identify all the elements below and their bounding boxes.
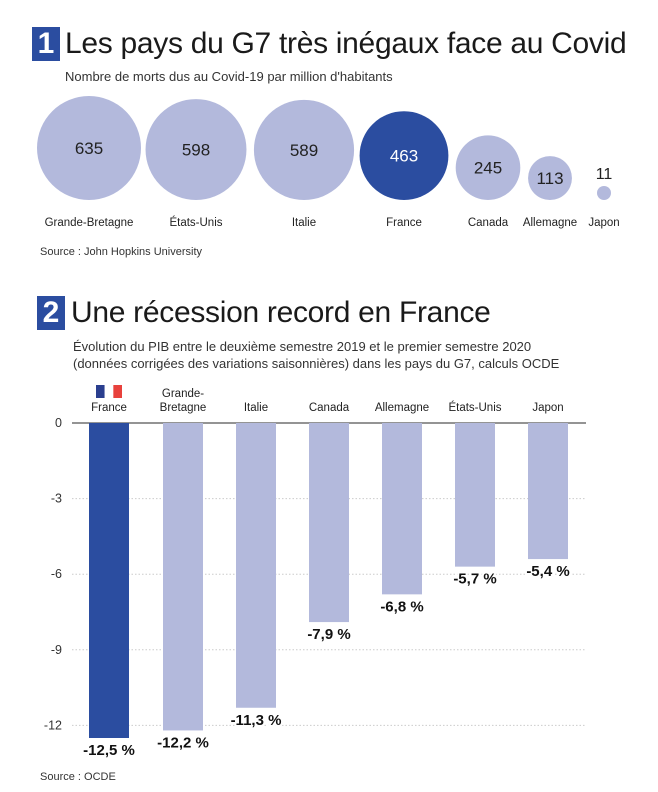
section2-title: Une récession record en France: [71, 296, 491, 329]
bubble-label-italie: Italie: [292, 217, 316, 229]
section1-number-badge: 1: [32, 27, 60, 61]
section2-heading: 2 Une récession record en France: [37, 296, 491, 330]
bubble-label-etats-unis: États-Unis: [169, 216, 222, 229]
france-flag-blue: [96, 385, 105, 398]
bar-france: [89, 423, 129, 738]
bar-etats-unis: [455, 423, 495, 567]
bubble-label-canada: Canada: [468, 217, 509, 229]
bubble-value-grande-bretagne: 635: [75, 139, 103, 158]
section2-number-badge: 2: [37, 296, 65, 330]
bar-value-label-allemagne: -6,8 %: [380, 598, 423, 615]
bar-category-label-france: France: [91, 402, 127, 414]
bar-category-label-italie: Italie: [244, 402, 268, 414]
bubble-canada: [455, 135, 521, 200]
france-flag-red: [113, 385, 122, 398]
bar-category-label-allemagne: Allemagne: [375, 402, 429, 414]
bar-value-label-italie: -11,3 %: [231, 712, 282, 729]
bar-value-label-grande-bretagne: -12,2 %: [157, 734, 209, 751]
y-tick-label-1: -3: [51, 492, 62, 506]
section1-title: Les pays du G7 très inégaux face au Covi…: [65, 27, 627, 60]
bubble-label-france: France: [386, 217, 422, 229]
section1-source: Source : John Hopkins University: [40, 246, 203, 258]
bubble-label-grande-bretagne: Grande-Bretagne: [45, 217, 134, 229]
section1-heading: 1 Les pays du G7 très inégaux face au Co…: [32, 27, 627, 61]
section2-subtitle-line2: (données corrigées des variations saison…: [73, 356, 560, 371]
bubble-etats-unis: [145, 99, 247, 200]
bar-category-label-grande-bretagne-2: Bretagne: [160, 402, 207, 414]
bubble-value-france: 463: [390, 147, 418, 166]
bar-grande-bretagne: [163, 423, 203, 731]
y-tick-label-3: -9: [51, 643, 62, 657]
bubble-value-canada: 245: [474, 159, 502, 178]
bar-value-label-japon: -5,4 %: [526, 563, 569, 580]
bubble-value-italie: 589: [290, 141, 318, 160]
section2-subtitle: Évolution du PIB entre le deuxième semes…: [73, 338, 643, 372]
france-flag-white: [104, 385, 114, 398]
bar-canada: [309, 423, 349, 623]
bubble-grande-bretagne: [37, 96, 141, 200]
bubble-value-japon: 11: [596, 166, 613, 183]
bubble-chart: 635 Grande-Bretagne 598 États-Unis 589 Italie…: [37, 96, 620, 229]
section2-source: Source : OCDE: [40, 771, 116, 783]
bubble-label-japon: Japon: [588, 217, 619, 229]
bubble-france: [359, 111, 449, 200]
bar-allemagne: [382, 423, 422, 595]
y-tick-label-4: -12: [44, 718, 62, 732]
bubble-label-allemagne: Allemagne: [523, 217, 577, 229]
bar-value-label-france: -12,5 %: [83, 742, 135, 759]
bar-category-label-etats-unis: États-Unis: [448, 401, 501, 414]
section1-subtitle: Nombre de morts dus au Covid-19 par mill…: [65, 69, 393, 84]
bubble-italie: [253, 99, 355, 200]
section2-subtitle-line1: Évolution du PIB entre le deuxième semes…: [73, 339, 532, 354]
bar-japon: [528, 423, 568, 560]
bubble-value-etats-unis: 598: [182, 141, 210, 160]
bubble-japon: [597, 186, 611, 200]
bar-italie: [236, 423, 276, 708]
bar-chart: 0 -3 -6 -9 -12 France -12,5 % Grande- Bretagne -1…: [44, 385, 586, 761]
bubble-allemagne: [528, 156, 572, 200]
bubble-value-allemagne: 113: [536, 169, 563, 188]
bar-category-label-japon: Japon: [532, 402, 563, 414]
y-tick-label-0: 0: [55, 416, 62, 430]
bar-value-label-etats-unis: -5,7 %: [453, 571, 496, 588]
bar-category-label-grande-bretagne-1: Grande-: [162, 388, 204, 400]
y-tick-label-2: -6: [51, 567, 62, 581]
bar-category-label-canada: Canada: [309, 402, 350, 414]
bar-value-label-canada: -7,9 %: [307, 626, 350, 643]
